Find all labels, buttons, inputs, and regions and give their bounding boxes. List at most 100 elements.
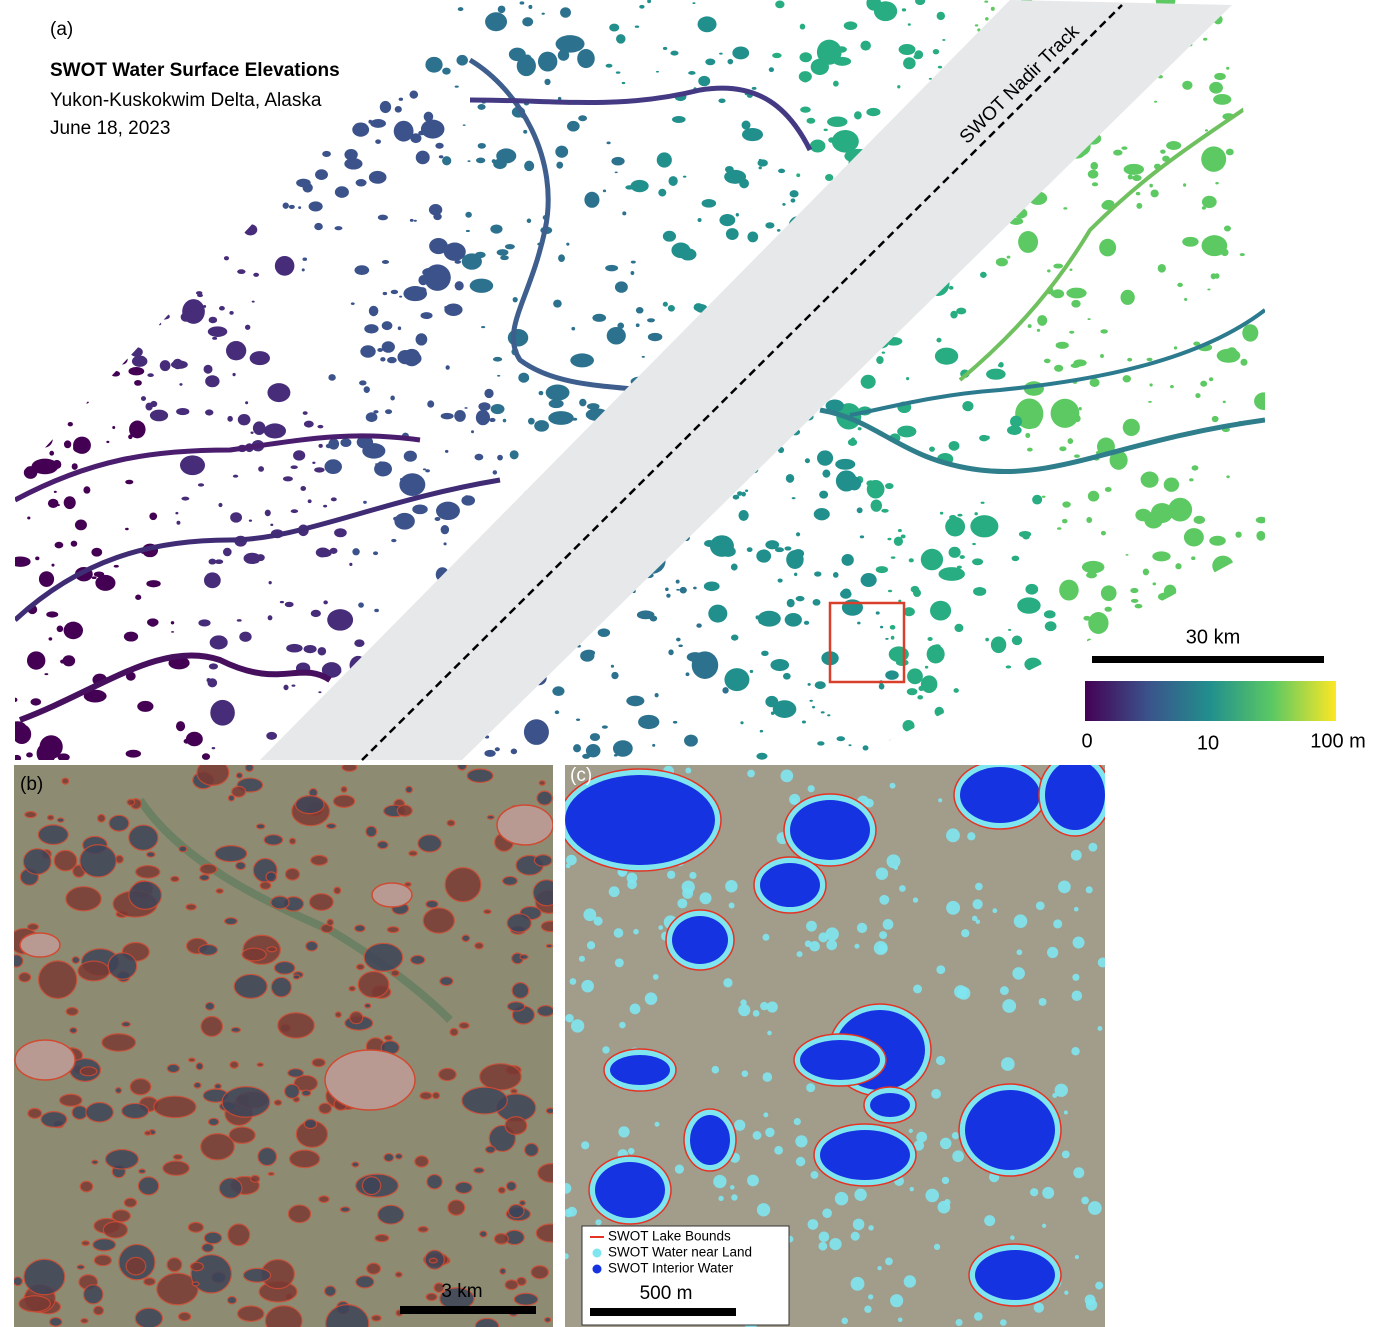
lake (134, 380, 142, 386)
lake (824, 129, 828, 131)
lake (179, 383, 182, 386)
water-pixel (742, 1070, 749, 1077)
lake (38, 825, 68, 845)
lake (657, 152, 672, 167)
lake (1220, 732, 1232, 740)
lake (57, 818, 64, 822)
lake (79, 167, 104, 182)
lake (524, 161, 534, 172)
lake (202, 753, 210, 760)
water-pixel (868, 1294, 873, 1299)
lake (1069, 268, 1072, 270)
lake (324, 459, 341, 474)
water-pixel (795, 1135, 807, 1147)
lake (394, 513, 414, 530)
lake (903, 57, 916, 69)
lake (1183, 183, 1186, 187)
lake (266, 732, 277, 740)
lake (366, 826, 377, 837)
lake (1182, 81, 1192, 90)
lake (257, 1063, 263, 1067)
lake (625, 185, 633, 189)
lake (1045, 621, 1057, 631)
lake (1123, 375, 1131, 382)
lake (301, 35, 309, 40)
lake (503, 419, 507, 423)
lake (889, 646, 909, 662)
lake (513, 297, 518, 302)
lake (907, 668, 923, 684)
lake (208, 1118, 218, 1125)
lake (934, 644, 941, 649)
lake (783, 673, 791, 680)
water-pixel (587, 941, 595, 949)
lake (354, 265, 369, 275)
lake (135, 1308, 162, 1327)
lake (1158, 592, 1173, 601)
scale-bar (1092, 656, 1324, 663)
lake (126, 313, 146, 333)
lake (133, 28, 138, 31)
interior-water (820, 1130, 910, 1180)
scale-bar (400, 1306, 536, 1314)
lake (476, 410, 490, 425)
water-pixel (609, 886, 620, 897)
water-pixel (561, 1183, 572, 1194)
lake (1018, 231, 1038, 253)
lake (13, 1277, 22, 1286)
water-pixel (829, 1238, 841, 1250)
lake (274, 962, 294, 975)
lake (71, 541, 78, 547)
lake (929, 446, 935, 451)
lake (450, 1028, 458, 1035)
lake (253, 421, 266, 435)
lake (528, 5, 532, 9)
lake (349, 986, 355, 991)
lake (537, 791, 552, 805)
lake (885, 638, 888, 640)
lake (181, 160, 190, 166)
lake (283, 685, 288, 691)
lake (807, 118, 816, 124)
water-pixel (808, 785, 815, 792)
lake (534, 855, 551, 866)
lake (100, 235, 108, 240)
water-pixel (619, 1022, 626, 1029)
lake (26, 411, 29, 415)
lake (536, 1224, 565, 1242)
lake (283, 202, 289, 208)
lake (1195, 393, 1200, 398)
lake (201, 1016, 222, 1036)
lake (784, 546, 791, 550)
lake (25, 812, 36, 818)
lake (1063, 207, 1067, 210)
lake (72, 463, 78, 470)
lake (1094, 616, 1100, 621)
lake (518, 373, 529, 383)
water-pixel (767, 1031, 772, 1036)
water-pixel (1071, 1047, 1079, 1055)
lake (464, 407, 467, 409)
scale-label: 500 m (640, 1283, 693, 1304)
lake (317, 425, 323, 429)
lake (598, 628, 610, 637)
water-pixel (614, 928, 624, 938)
lake (93, 1306, 103, 1315)
lake (418, 275, 428, 285)
water-pixel (633, 929, 639, 935)
lake (578, 115, 587, 121)
lake (201, 12, 212, 19)
lake (1166, 141, 1181, 150)
lake (374, 609, 379, 612)
lake (1019, 531, 1031, 537)
lake (280, 601, 284, 603)
lake (799, 71, 812, 82)
scale-bar (590, 1308, 736, 1316)
lake (812, 706, 815, 709)
lake (51, 564, 54, 567)
lake (497, 455, 503, 461)
lake (1202, 196, 1217, 208)
lake (635, 25, 639, 27)
lake (898, 529, 902, 532)
lake (39, 961, 77, 999)
